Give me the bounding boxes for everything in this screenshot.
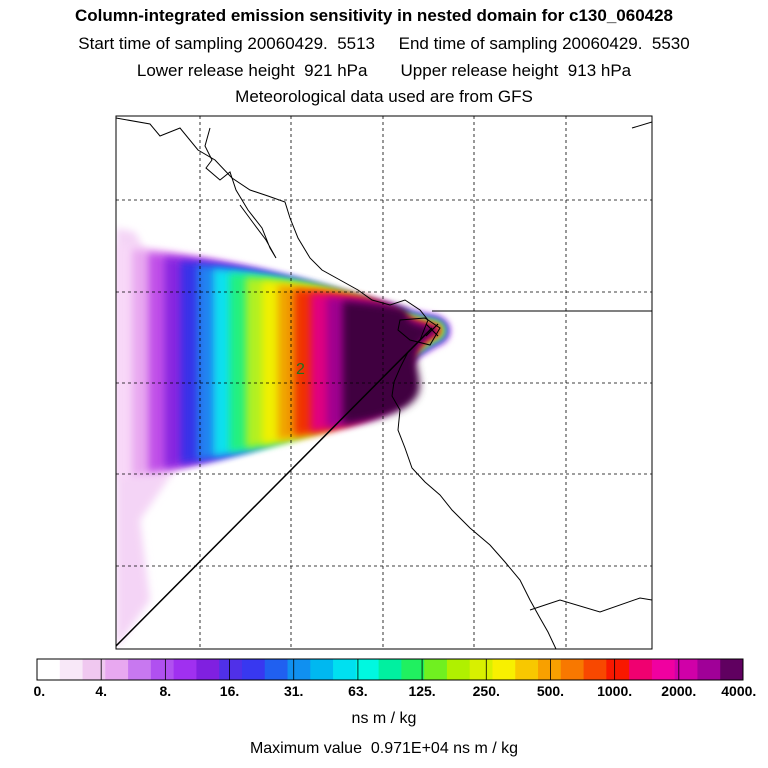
color-scale-tick-label: 8. <box>159 683 172 699</box>
color-scale-cell <box>697 659 721 680</box>
color-scale-cell <box>629 659 653 680</box>
color-scale-cell <box>37 659 61 680</box>
units-label: ns m / kg <box>351 710 417 727</box>
color-scale-cell <box>150 659 175 680</box>
color-scale-cell <box>105 659 129 680</box>
color-scale-cell <box>720 659 744 680</box>
contour-label: 2 <box>296 361 305 378</box>
color-scale-cell <box>538 659 562 680</box>
color-scale-bar <box>37 659 744 680</box>
color-scale-cell <box>401 659 425 680</box>
color-scale-cell <box>560 659 585 680</box>
color-scale-cell <box>469 659 493 680</box>
release-height-line: Lower release height 921 hPa Upper relea… <box>136 61 632 80</box>
color-scale-cell <box>310 659 334 680</box>
transect-line <box>116 327 433 647</box>
coastline <box>116 117 652 649</box>
color-scale-cell <box>446 659 471 680</box>
color-scale-cell <box>355 659 380 680</box>
color-scale-cell <box>674 659 698 680</box>
color-scale-cell <box>515 659 539 680</box>
color-scale-tick-label: 250. <box>472 683 500 699</box>
color-scale-cell <box>583 659 607 680</box>
color-scale-tick-label: 500. <box>536 683 565 699</box>
sensitivity-plume <box>116 228 450 649</box>
color-scale-cell <box>492 659 516 680</box>
color-scale-cell <box>287 659 311 680</box>
color-scale-cell <box>264 659 289 680</box>
color-scale-tick-label: 31. <box>283 683 304 699</box>
color-scale-tick-label: 63. <box>348 683 368 699</box>
color-scale-tick-label: 4000. <box>721 683 757 699</box>
color-scale-tick-label: 0. <box>33 683 46 699</box>
color-scale-cell <box>333 659 357 680</box>
color-scale-cell <box>378 659 402 680</box>
color-scale-tick-label: 125. <box>408 683 436 699</box>
color-scale-cell <box>424 659 448 680</box>
color-scale-tick-label: 16. <box>219 683 240 699</box>
maximum-value-label: Maximum value 0.971E+04 ns m / kg <box>249 740 519 757</box>
color-scale-cell <box>173 659 197 680</box>
sampling-time-line: Start time of sampling 20060429. 5513 En… <box>78 34 690 53</box>
map-frame <box>115 115 653 650</box>
color-scale-cell <box>59 659 84 680</box>
color-scale-tick-label: 4. <box>95 683 108 699</box>
color-scale-cell <box>82 659 106 680</box>
color-scale-frame <box>36 658 744 681</box>
color-scale-cell <box>606 659 630 680</box>
color-scale-tick-label: 1000. <box>597 683 633 699</box>
color-scale-cell <box>196 659 220 680</box>
lat-lon-grid <box>116 116 652 649</box>
color-scale-cell <box>241 659 266 680</box>
met-data-line: Meteorological data used are from GFS <box>235 87 533 106</box>
color-scale-cell <box>219 659 243 680</box>
color-scale-tick-label: 2000. <box>661 683 697 699</box>
release-point-marker <box>425 323 439 337</box>
page-title: Column-integrated emission sensitivity i… <box>74 6 674 25</box>
color-scale-cell <box>651 659 676 680</box>
color-scale-cell <box>128 659 152 680</box>
